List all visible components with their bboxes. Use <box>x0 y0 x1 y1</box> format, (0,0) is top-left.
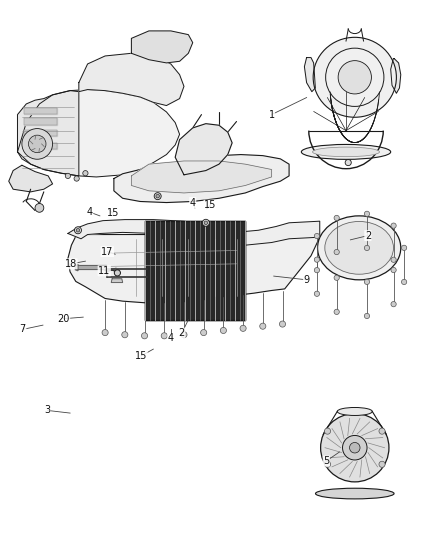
Polygon shape <box>18 91 79 176</box>
Circle shape <box>83 171 88 176</box>
Circle shape <box>156 195 159 198</box>
Polygon shape <box>75 264 78 271</box>
Circle shape <box>391 268 396 273</box>
Circle shape <box>65 173 71 179</box>
Circle shape <box>379 461 385 467</box>
Circle shape <box>391 257 396 262</box>
Polygon shape <box>24 108 57 114</box>
Circle shape <box>22 128 53 159</box>
Circle shape <box>161 333 167 339</box>
Polygon shape <box>131 31 193 63</box>
Circle shape <box>343 435 367 460</box>
Circle shape <box>240 325 246 332</box>
Text: 2: 2 <box>365 231 371 240</box>
Polygon shape <box>24 118 57 125</box>
Circle shape <box>314 233 320 239</box>
Circle shape <box>279 321 286 327</box>
Circle shape <box>154 192 161 200</box>
Polygon shape <box>145 221 245 320</box>
Circle shape <box>402 245 407 251</box>
Polygon shape <box>175 124 232 175</box>
Ellipse shape <box>313 37 396 117</box>
Text: 15: 15 <box>204 200 216 210</box>
Circle shape <box>345 159 351 166</box>
Polygon shape <box>131 161 272 193</box>
Circle shape <box>325 461 331 467</box>
Ellipse shape <box>337 407 372 416</box>
Polygon shape <box>9 165 53 192</box>
Polygon shape <box>391 59 401 93</box>
Text: 3: 3 <box>44 406 50 415</box>
Circle shape <box>220 327 226 334</box>
Text: 17: 17 <box>101 247 113 256</box>
Circle shape <box>74 176 79 181</box>
Circle shape <box>114 270 120 276</box>
Text: 20: 20 <box>57 314 70 324</box>
Text: 18: 18 <box>65 259 77 269</box>
Text: 9: 9 <box>304 275 310 285</box>
Text: 5: 5 <box>323 456 329 466</box>
Text: 15: 15 <box>135 351 147 361</box>
Circle shape <box>321 414 389 482</box>
Circle shape <box>391 223 396 228</box>
Circle shape <box>364 211 370 216</box>
Circle shape <box>314 257 320 262</box>
Ellipse shape <box>315 488 394 499</box>
Circle shape <box>102 329 108 336</box>
Ellipse shape <box>313 147 379 157</box>
Circle shape <box>314 291 320 296</box>
Circle shape <box>314 268 320 273</box>
Circle shape <box>334 309 339 314</box>
Circle shape <box>364 245 370 251</box>
Circle shape <box>338 61 371 94</box>
Ellipse shape <box>301 144 391 159</box>
Polygon shape <box>68 235 320 303</box>
Circle shape <box>28 135 46 152</box>
Text: 4: 4 <box>168 334 174 343</box>
Text: 4: 4 <box>190 198 196 207</box>
Circle shape <box>334 275 339 280</box>
Circle shape <box>202 219 209 227</box>
Ellipse shape <box>325 222 393 274</box>
Ellipse shape <box>318 216 401 280</box>
Circle shape <box>325 428 331 434</box>
Text: 7: 7 <box>20 325 26 334</box>
Circle shape <box>76 229 80 232</box>
Text: 4: 4 <box>87 207 93 217</box>
Circle shape <box>334 249 339 255</box>
Circle shape <box>334 215 339 221</box>
Polygon shape <box>304 58 315 92</box>
Circle shape <box>364 313 370 319</box>
Polygon shape <box>18 90 180 177</box>
Polygon shape <box>24 143 57 149</box>
Circle shape <box>379 428 385 434</box>
Circle shape <box>391 302 396 307</box>
Circle shape <box>350 442 360 453</box>
Text: 11: 11 <box>98 266 110 276</box>
Circle shape <box>181 332 187 338</box>
Circle shape <box>402 279 407 285</box>
Text: 15: 15 <box>107 208 119 218</box>
Circle shape <box>122 332 128 338</box>
Circle shape <box>141 333 148 339</box>
Circle shape <box>204 221 208 224</box>
Polygon shape <box>75 265 106 269</box>
Text: 1: 1 <box>268 110 275 119</box>
Circle shape <box>201 329 207 336</box>
Polygon shape <box>111 279 123 282</box>
Polygon shape <box>114 155 289 203</box>
Polygon shape <box>68 220 320 245</box>
Circle shape <box>74 227 81 234</box>
Circle shape <box>35 204 44 212</box>
Circle shape <box>260 323 266 329</box>
Polygon shape <box>24 130 57 136</box>
Text: 2: 2 <box>179 328 185 338</box>
Circle shape <box>364 279 370 285</box>
Polygon shape <box>79 53 184 106</box>
